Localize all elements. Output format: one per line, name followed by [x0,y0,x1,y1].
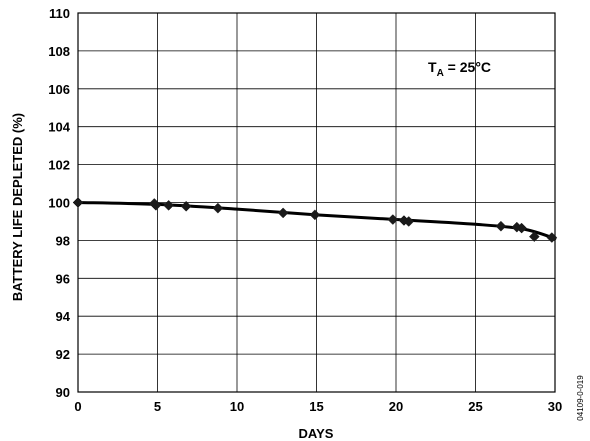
data-point-marker [516,222,527,234]
y-tick-label: 104 [48,120,70,135]
data-point-marker [163,199,174,211]
y-tick-label: 96 [56,271,70,286]
y-tick-label: 106 [48,82,70,97]
data-point-marker [387,214,399,225]
x-tick-labels: 0 5 10 15 20 25 30 [74,399,562,414]
y-tick-label: 102 [48,158,70,173]
x-axis-label: DAYS [299,426,334,441]
x-tick-label: 15 [309,399,323,414]
x-tick-label: 5 [154,399,161,414]
x-tick-label: 30 [548,399,562,414]
y-tick-label: 92 [56,347,70,362]
temperature-annotation: TA = 25°C [428,59,491,79]
y-tick-label: 108 [48,44,70,59]
x-tick-label: 25 [468,399,482,414]
figure-id: 04109-0-019 [576,375,585,421]
x-tick-label: 10 [230,399,244,414]
data-point-marker [212,202,224,214]
annotation-rest: = 25°C [444,59,491,75]
data-point-marker [546,232,558,243]
data-point-marker [150,199,162,211]
y-tick-label: 100 [48,196,70,211]
data-point-marker [495,220,507,232]
y-tick-label: 98 [56,233,70,248]
data-point-marker [403,216,415,227]
y-tick-label: 110 [49,6,70,21]
y-tick-labels: 90 92 94 96 98 100 102 104 106 108 110 [48,6,70,400]
data-point-marker [180,200,192,212]
data-point-marker [72,197,84,208]
annotation-main: T [428,59,437,75]
y-tick-label: 94 [56,309,71,324]
x-tick-label: 0 [74,399,81,414]
annotation-subscript: A [437,68,444,79]
y-axis-label: BATTERY LIFE DEPLETED (%) [10,113,25,301]
data-points [72,197,558,243]
data-point-marker [309,209,321,221]
data-point-marker [528,231,540,242]
y-tick-label: 90 [56,385,70,400]
x-tick-label: 20 [389,399,403,414]
data-point-marker [277,207,289,219]
